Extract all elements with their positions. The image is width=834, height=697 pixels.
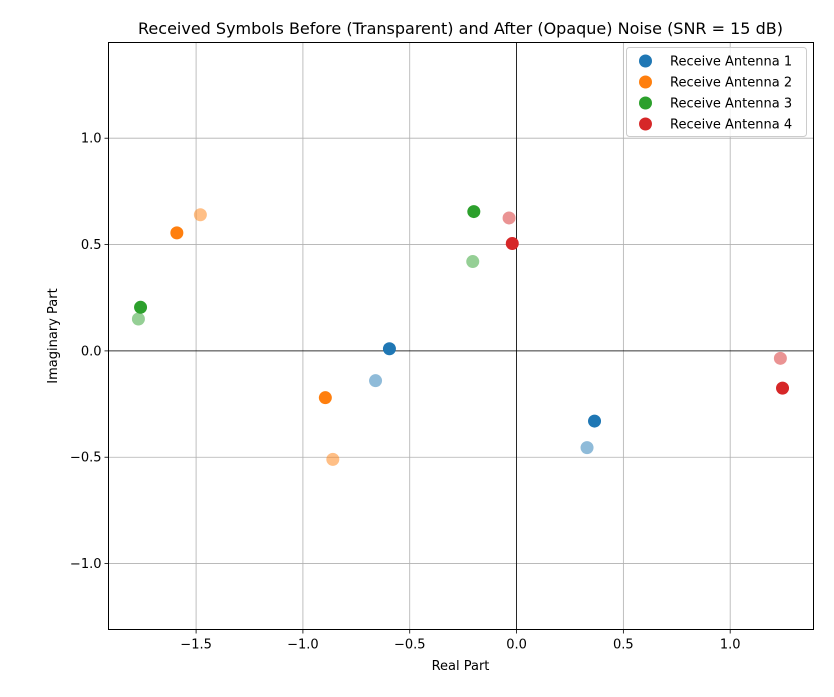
y-tick-label: −0.5 xyxy=(70,451,102,466)
y-axis-label: Imaginary Part xyxy=(46,288,61,383)
point-before-noise-antenna-2 xyxy=(193,208,207,222)
legend-label-antenna-4: Receive Antenna 4 xyxy=(670,118,792,133)
point-after-noise-antenna-2 xyxy=(170,226,184,240)
legend-box xyxy=(626,47,807,137)
point-after-noise-antenna-1 xyxy=(588,414,602,428)
x-tick-label: −0.5 xyxy=(394,638,426,653)
point-before-noise-antenna-3 xyxy=(466,255,480,269)
legend-marker-antenna-2 xyxy=(639,75,652,89)
point-after-noise-antenna-4 xyxy=(776,381,790,395)
point-before-noise-antenna-3 xyxy=(131,312,145,326)
chart-title: Received Symbols Before (Transparent) an… xyxy=(138,19,783,38)
y-tick-label: 0.5 xyxy=(81,238,102,253)
plot-frame xyxy=(108,42,814,630)
point-after-noise-antenna-3 xyxy=(467,205,481,219)
y-tick-label: −1.0 xyxy=(70,557,102,572)
y-tick-label: 1.0 xyxy=(81,132,102,147)
legend-marker-antenna-1 xyxy=(639,54,652,68)
legend: Receive Antenna 1 Receive Antenna 2 Receiv… xyxy=(626,47,807,137)
legend-label-antenna-1: Receive Antenna 1 xyxy=(670,55,792,70)
x-tick-label: 0.5 xyxy=(613,638,634,653)
legend-label-antenna-3: Receive Antenna 3 xyxy=(670,97,792,112)
x-tick-label: −1.0 xyxy=(287,638,319,653)
axis-ticks: −1.5 −1.0 −0.5 0.0 0.5 1.0 −1.0 −0.5 0.0 0.5 1.0 xyxy=(70,132,741,653)
point-after-noise-antenna-3 xyxy=(134,300,148,314)
point-after-noise-antenna-2 xyxy=(318,391,332,405)
reference-lines xyxy=(108,42,814,630)
y-tick-label: 0.0 xyxy=(81,344,102,359)
point-after-noise-antenna-4 xyxy=(505,236,519,250)
legend-label-antenna-2: Receive Antenna 2 xyxy=(670,76,792,91)
legend-marker-antenna-3 xyxy=(639,96,652,110)
point-before-noise-antenna-1 xyxy=(369,374,383,388)
point-before-noise-antenna-1 xyxy=(580,441,594,455)
x-tick-label: 0.0 xyxy=(506,638,527,653)
point-before-noise-antenna-2 xyxy=(326,452,340,466)
x-tick-label: 1.0 xyxy=(720,638,741,653)
x-tick-label: −1.5 xyxy=(180,638,212,653)
x-axis-label: Real Part xyxy=(432,659,490,674)
data-points xyxy=(131,205,790,466)
point-before-noise-antenna-4 xyxy=(773,351,787,365)
point-after-noise-antenna-1 xyxy=(382,342,396,356)
legend-marker-antenna-4 xyxy=(639,117,652,131)
point-before-noise-antenna-4 xyxy=(502,211,516,225)
